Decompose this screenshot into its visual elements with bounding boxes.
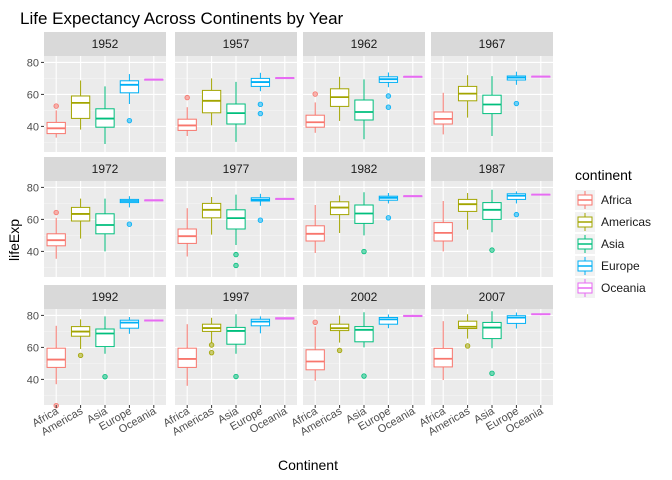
box-iqr bbox=[378, 316, 399, 325]
box-iqr bbox=[119, 319, 140, 329]
facet-strip-label: 2007 bbox=[479, 290, 506, 304]
outlier-point bbox=[233, 373, 239, 380]
y-tick-label: 40 bbox=[27, 246, 39, 258]
facet-strip-label: 1997 bbox=[223, 290, 250, 304]
outlier-point bbox=[126, 221, 133, 227]
y-tick-label: 60 bbox=[27, 214, 39, 226]
chart-title: Life Expectancy Across Continents by Yea… bbox=[20, 9, 344, 28]
facet-strip-label: 1957 bbox=[223, 37, 250, 51]
outlier-point bbox=[385, 215, 392, 221]
outlier-point bbox=[361, 248, 367, 255]
outlier-point bbox=[312, 319, 318, 325]
facet-strip bbox=[175, 32, 297, 56]
facet-strip bbox=[303, 285, 425, 309]
y-tick-label: 80 bbox=[27, 182, 39, 194]
outlier-point bbox=[77, 352, 84, 359]
facet-strip bbox=[431, 285, 553, 309]
outlier-point bbox=[53, 209, 59, 216]
box-iqr bbox=[433, 347, 453, 368]
outlier-point bbox=[489, 247, 495, 253]
outlier-point bbox=[257, 110, 264, 117]
legend-title: continent bbox=[575, 167, 632, 183]
facet-strip bbox=[44, 157, 166, 181]
facet-strip bbox=[44, 285, 166, 309]
outlier-point bbox=[208, 342, 215, 348]
y-tick-label: 40 bbox=[27, 121, 39, 133]
facet-strip bbox=[431, 32, 553, 56]
box-iqr bbox=[119, 80, 140, 94]
x-axis-title: Continent bbox=[278, 457, 338, 473]
facet-strip-label: 1967 bbox=[479, 37, 506, 51]
outlier-point bbox=[513, 100, 520, 107]
outlier-point bbox=[385, 93, 392, 99]
facet-strip-label: 2002 bbox=[351, 290, 378, 304]
box-iqr bbox=[177, 347, 197, 368]
legend-label: Europe bbox=[601, 259, 640, 273]
box-iqr bbox=[46, 347, 66, 368]
facet-strip-label: 1977 bbox=[223, 162, 250, 176]
facet-strip bbox=[303, 32, 425, 56]
box-iqr bbox=[482, 202, 502, 220]
facet-strip bbox=[431, 157, 553, 181]
facet-strip-label: 1982 bbox=[351, 162, 378, 176]
facet-strip-label: 1987 bbox=[479, 162, 506, 176]
outlier-point bbox=[464, 343, 471, 349]
outlier-point bbox=[513, 211, 520, 218]
box-iqr bbox=[305, 114, 325, 128]
box-iqr bbox=[482, 321, 502, 340]
outlier-point bbox=[312, 91, 318, 97]
box-iqr bbox=[433, 222, 453, 242]
facet-strip-label: 1952 bbox=[92, 37, 119, 51]
outlier-point bbox=[361, 373, 367, 379]
outlier-point bbox=[208, 349, 215, 356]
box-iqr bbox=[354, 326, 374, 343]
box-iqr bbox=[305, 349, 325, 371]
facet-strip bbox=[175, 285, 297, 309]
legend-label: Africa bbox=[601, 193, 632, 207]
facet-strip-label: 1992 bbox=[92, 290, 119, 304]
legend-label: Americas bbox=[601, 215, 651, 229]
outlier-point bbox=[102, 373, 108, 380]
box-iqr bbox=[95, 328, 115, 348]
legend-label: Oceania bbox=[601, 281, 646, 295]
box-iqr bbox=[226, 209, 246, 230]
box-iqr bbox=[354, 99, 374, 121]
legend-label: Asia bbox=[601, 237, 625, 251]
outlier-point bbox=[184, 94, 190, 101]
y-tick-label: 80 bbox=[27, 57, 39, 69]
box-iqr bbox=[457, 198, 478, 212]
box-iqr bbox=[506, 315, 527, 324]
outlier-point bbox=[233, 251, 239, 258]
facet-strip-label: 1972 bbox=[92, 162, 119, 176]
facet-strip bbox=[303, 157, 425, 181]
box-iqr bbox=[226, 326, 246, 345]
box-iqr bbox=[70, 95, 91, 119]
outlier-point bbox=[385, 104, 392, 110]
outlier-point bbox=[233, 262, 239, 269]
outlier-point bbox=[257, 101, 264, 108]
outlier-point bbox=[336, 347, 343, 354]
y-tick-label: 80 bbox=[27, 310, 39, 322]
facet-strip-label: 1962 bbox=[351, 37, 378, 51]
outlier-point bbox=[257, 217, 264, 223]
y-tick-label: 60 bbox=[27, 342, 39, 354]
y-tick-label: 40 bbox=[27, 374, 39, 386]
outlier-point bbox=[53, 103, 59, 109]
y-tick-label: 60 bbox=[27, 89, 39, 101]
y-axis-title: lifeExp bbox=[6, 219, 22, 261]
outlier-point bbox=[126, 117, 133, 124]
outlier-point bbox=[489, 370, 495, 377]
facet-strip bbox=[175, 157, 297, 181]
box-iqr bbox=[95, 213, 115, 235]
facet-strip bbox=[44, 32, 166, 56]
box-iqr bbox=[457, 320, 478, 330]
